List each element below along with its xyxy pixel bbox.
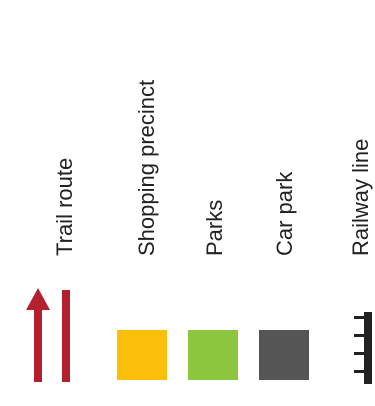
- trail-route-arrow-icon: [26, 288, 70, 382]
- legend-label-car-park: Car park: [272, 171, 297, 256]
- legend-label-trail-route: Trail route: [52, 157, 77, 256]
- railway-line-icon: [354, 312, 372, 384]
- legend-label-parks: Parks: [202, 199, 227, 256]
- parks-swatch: [188, 330, 238, 380]
- shopping-precinct-swatch: [117, 330, 167, 380]
- legend-label-railway-line: Railway line: [348, 138, 373, 256]
- car-park-swatch: [259, 330, 309, 380]
- legend-label-shopping-precinct: Shopping precinct: [134, 79, 159, 256]
